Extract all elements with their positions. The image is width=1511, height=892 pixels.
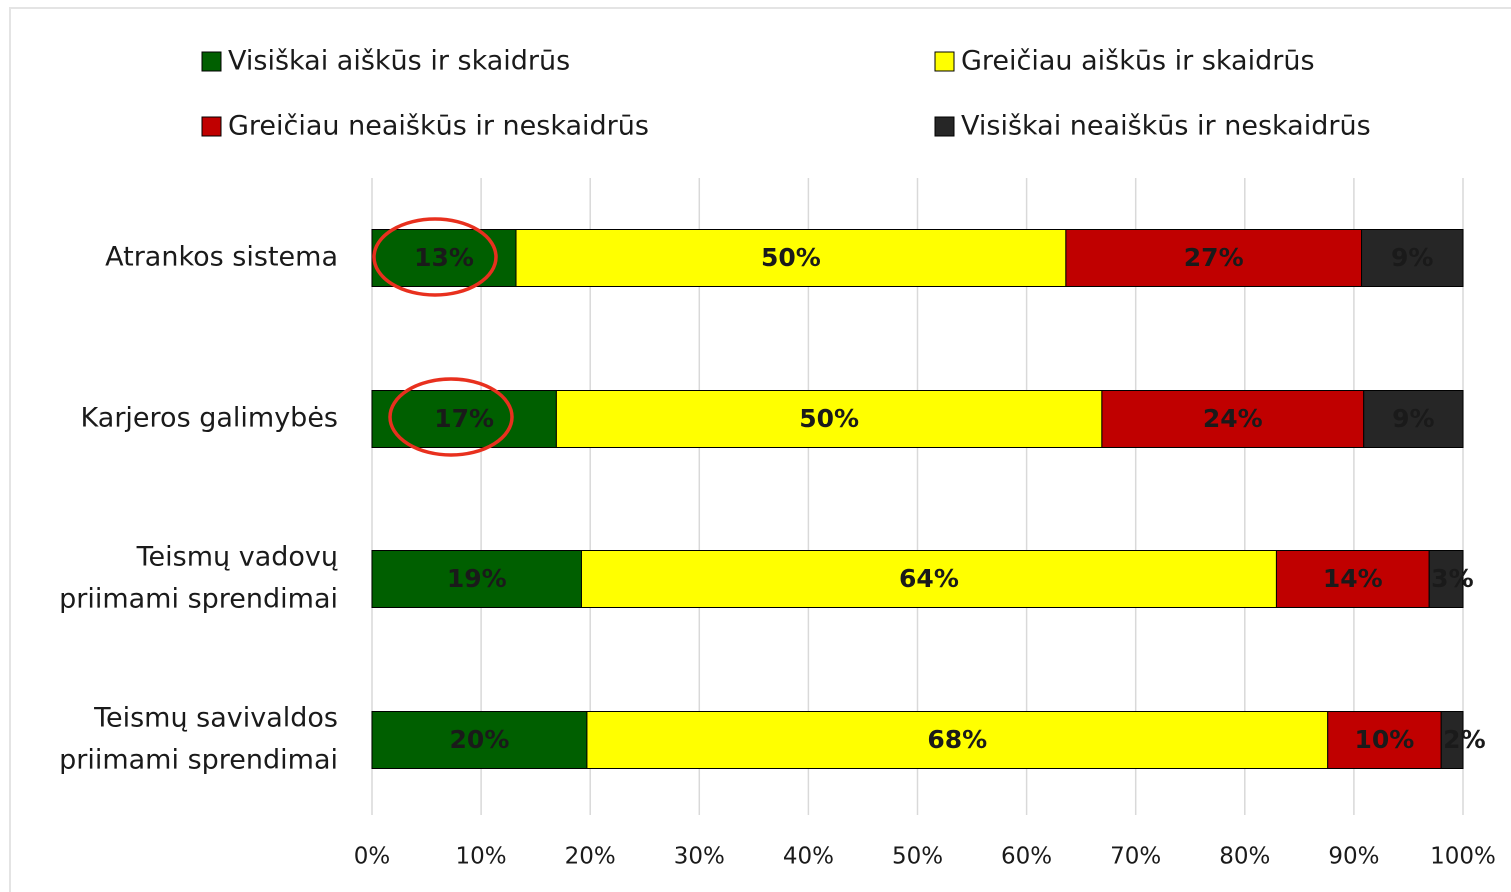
bar-segment: [1428, 550, 1464, 608]
data-label: 2%: [1443, 725, 1485, 754]
x-tick-label: 0%: [354, 844, 391, 870]
x-tick-label: 100%: [1430, 844, 1496, 870]
x-tick-label: 80%: [1219, 844, 1270, 870]
data-label: 64%: [899, 564, 959, 593]
data-label: 3%: [1431, 564, 1473, 593]
bar-segment: [1363, 390, 1464, 448]
bar-segment: [1101, 390, 1365, 448]
bar-segment: [371, 550, 582, 608]
y-tick-label: Atrankos sistema: [105, 242, 338, 273]
legend-label: Greičiau aiškūs ir skaidrūs: [961, 46, 1315, 77]
data-label: 50%: [799, 404, 859, 433]
x-tick-label: 10%: [456, 844, 507, 870]
bar-segment: [580, 550, 1277, 608]
bar-segment: [1275, 550, 1430, 608]
legend-swatch: [201, 51, 222, 72]
x-tick-label: 60%: [1001, 844, 1052, 870]
highlight-circle: [388, 377, 514, 457]
x-tick-label: 50%: [892, 844, 943, 870]
data-label: 17%: [434, 404, 494, 433]
y-tick-label: priimami sprendimai: [59, 584, 338, 615]
bar-segment: [1361, 229, 1464, 287]
data-label: 9%: [1392, 404, 1434, 433]
x-tick-label: 40%: [783, 844, 834, 870]
x-tick-label: 90%: [1328, 844, 1379, 870]
bar-segment: [515, 229, 1067, 287]
data-label: 20%: [450, 725, 510, 754]
y-tick-label: Teismų vadovų: [136, 542, 338, 573]
data-label: 27%: [1184, 243, 1244, 272]
data-label: 24%: [1203, 404, 1263, 433]
data-label: 19%: [447, 564, 507, 593]
labels: 0% 10% 20% 30% 40% 50% 60% 70% 80% 90% 100% Atranko…: [59, 242, 1496, 870]
legend-label: Visiškai aiškūs ir skaidrūs: [228, 46, 570, 77]
bar-segment: [555, 390, 1103, 448]
x-tick-label: 70%: [1110, 844, 1161, 870]
data-label: 10%: [1355, 725, 1415, 754]
y-tick-label: priimami sprendimai: [59, 745, 338, 776]
legend-swatch: [934, 51, 955, 72]
bar-segment: [371, 390, 557, 448]
x-tick-label: 30%: [674, 844, 725, 870]
data-label: 68%: [927, 725, 987, 754]
data-label: 14%: [1323, 564, 1383, 593]
bar-segment: [1065, 229, 1363, 287]
data-label: 9%: [1391, 243, 1433, 272]
bars: [371, 229, 1464, 769]
y-tick-label: Karjeros galimybės: [81, 403, 338, 434]
legend-swatch: [934, 116, 955, 137]
bar-segment: [1327, 711, 1442, 769]
legend-label: Visiškai neaiškūs ir neskaidrūs: [961, 111, 1371, 142]
data-label: 50%: [761, 243, 821, 272]
data-label: 13%: [414, 243, 474, 272]
legend-swatch: [201, 116, 222, 137]
legend-label: Greičiau neaiškūs ir neskaidrūs: [228, 111, 649, 142]
y-tick-label: Teismų savivaldos: [93, 703, 338, 734]
bar-segment: [1440, 711, 1464, 769]
x-tick-label: 20%: [565, 844, 616, 870]
highlight-circle: [372, 217, 498, 297]
